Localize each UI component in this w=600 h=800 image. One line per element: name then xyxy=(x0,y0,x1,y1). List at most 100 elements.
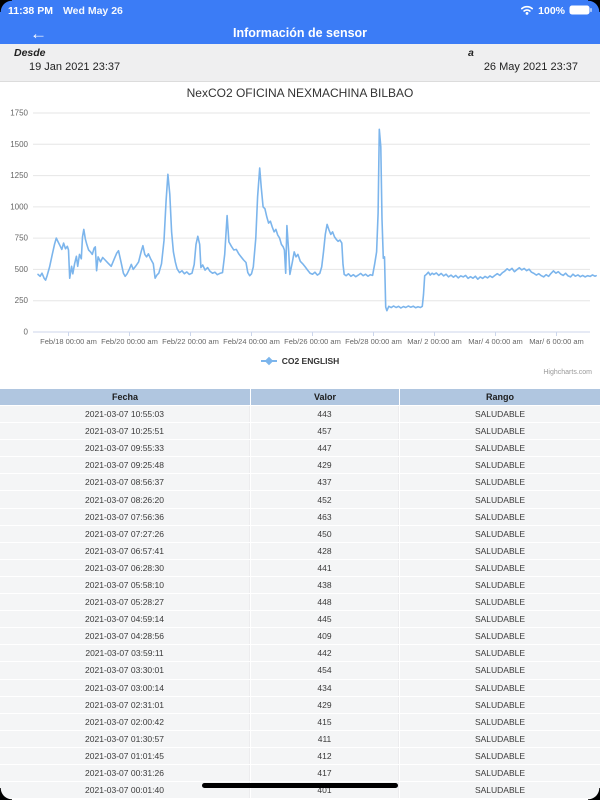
svg-text:Feb/18 00:00 am: Feb/18 00:00 am xyxy=(40,337,97,346)
cell-fecha: 2021-03-07 02:31:01 xyxy=(0,696,250,713)
cell-rango: SALUDABLE xyxy=(400,457,600,474)
cell-rango: SALUDABLE xyxy=(400,764,600,782)
svg-text:Feb/26 00:00 am: Feb/26 00:00 am xyxy=(284,337,341,346)
table-row: 2021-03-07 04:28:56 409 SALUDABLE xyxy=(0,628,600,645)
date-to-value[interactable]: 26 May 2021 23:37 xyxy=(483,61,578,73)
cell-rango: SALUDABLE xyxy=(400,576,600,594)
cell-valor: 417 xyxy=(251,764,399,782)
cell-rango: SALUDABLE xyxy=(400,594,600,611)
table-row: 2021-03-07 04:59:14 445 SALUDABLE xyxy=(0,611,600,628)
table-row: 2021-03-07 10:25:51 457 SALUDABLE xyxy=(0,423,600,440)
cell-valor: 447 xyxy=(251,440,399,457)
home-indicator[interactable] xyxy=(202,783,398,788)
cell-valor: 454 xyxy=(251,662,399,679)
table-row: 2021-03-07 03:30:01 454 SALUDABLE xyxy=(0,662,600,679)
cell-rango: SALUDABLE xyxy=(400,440,600,457)
cell-rango: SALUDABLE xyxy=(400,423,600,440)
table-row: 2021-03-07 06:28:30 441 SALUDABLE xyxy=(0,559,600,576)
screen-corner xyxy=(0,0,12,12)
status-date: Wed May 26 xyxy=(62,5,123,17)
legend-label: CO2 ENGLISH xyxy=(281,356,340,366)
date-to-field[interactable]: a 26 May 2021 23:37 xyxy=(468,47,578,73)
svg-text:750: 750 xyxy=(15,234,29,243)
cell-fecha: 2021-03-07 01:01:45 xyxy=(0,747,250,764)
table-row: 2021-03-07 09:25:48 429 SALUDABLE xyxy=(0,457,600,474)
date-from-value[interactable]: 19 Jan 2021 23:37 xyxy=(29,61,121,73)
cell-rango: SALUDABLE xyxy=(400,730,600,747)
table-row: 2021-03-07 02:00:42 415 SALUDABLE xyxy=(0,713,600,730)
date-to-label: a xyxy=(468,47,474,59)
cell-fecha: 2021-03-07 07:27:26 xyxy=(0,525,250,542)
svg-text:Feb/28 00:00 am: Feb/28 00:00 am xyxy=(345,337,402,346)
cell-valor: 450 xyxy=(251,525,399,542)
cell-valor: 429 xyxy=(251,696,399,713)
cell-rango: SALUDABLE xyxy=(400,747,600,764)
cell-fecha: 2021-03-07 08:26:20 xyxy=(0,491,250,508)
cell-fecha: 2021-03-07 00:31:26 xyxy=(0,764,250,782)
co2-line-chart-canvas: 0 250 500 750 1000 1250 1500 1750 Feb/18 00:00 a… xyxy=(10,109,597,346)
status-time: 11:38 PM xyxy=(8,5,53,17)
cell-valor: 411 xyxy=(251,730,399,747)
table-row: 2021-03-07 07:27:26 450 SALUDABLE xyxy=(0,525,600,542)
cell-fecha: 2021-03-07 03:00:14 xyxy=(0,679,250,696)
svg-text:1000: 1000 xyxy=(10,202,28,211)
date-from-field[interactable]: Desde 19 Jan 2021 23:37 xyxy=(14,47,120,73)
highcharts-credit[interactable]: Highcharts.com xyxy=(543,369,592,376)
cell-fecha: 2021-03-07 02:00:42 xyxy=(0,713,250,730)
cell-valor: 443 xyxy=(251,406,399,423)
cell-fecha: 2021-03-07 10:25:51 xyxy=(0,423,250,440)
cell-rango: SALUDABLE xyxy=(400,611,600,628)
cell-rango: SALUDABLE xyxy=(400,645,600,662)
svg-text:1500: 1500 xyxy=(10,140,28,149)
page-title: Información de sensor xyxy=(232,26,368,40)
cell-fecha: 2021-03-07 08:56:37 xyxy=(0,474,250,491)
wifi-icon xyxy=(520,2,534,20)
table-row: 2021-03-07 01:01:45 412 SALUDABLE xyxy=(0,747,600,764)
cell-rango: SALUDABLE xyxy=(400,525,600,542)
cell-rango: SALUDABLE xyxy=(400,782,600,799)
cell-rango: SALUDABLE xyxy=(400,474,600,491)
date-range-panel: Desde 19 Jan 2021 23:37 a 26 May 2021 23… xyxy=(0,44,600,82)
cell-fecha: 2021-03-07 05:28:27 xyxy=(0,594,250,611)
table-row: 2021-03-07 09:55:33 447 SALUDABLE xyxy=(0,440,600,457)
table-row: 2021-03-07 07:56:36 463 SALUDABLE xyxy=(0,508,600,525)
top-bar: 11:38 PM Wed May 26 100% xyxy=(0,0,600,44)
svg-text:1750: 1750 xyxy=(10,109,28,118)
cell-fecha: 2021-03-07 05:58:10 xyxy=(0,576,250,594)
co2-chart: 0 250 500 750 1000 1250 1500 1750 Feb/18 00:00 a… xyxy=(0,82,600,382)
cell-rango: SALUDABLE xyxy=(400,662,600,679)
column-header-rango: Rango xyxy=(400,389,600,405)
cell-fecha: 2021-03-07 01:30:57 xyxy=(0,730,250,747)
back-button[interactable]: ← xyxy=(30,22,47,44)
screen-corner xyxy=(588,788,600,800)
chart-title: NexCO2 OFICINA NEXMACHINA BILBAO xyxy=(186,86,414,100)
column-header-fecha: Fecha xyxy=(0,389,250,405)
cell-valor: 412 xyxy=(251,747,399,764)
cell-valor: 442 xyxy=(251,645,399,662)
cell-rango: SALUDABLE xyxy=(400,406,600,423)
date-from-label: Desde xyxy=(14,47,46,59)
svg-text:Feb/20 00:00 am: Feb/20 00:00 am xyxy=(101,337,158,346)
battery-percent: 100% xyxy=(538,5,565,17)
cell-fecha: 2021-03-07 00:01:40 xyxy=(0,782,250,799)
cell-valor: 428 xyxy=(251,542,399,559)
sensor-readings-table[interactable]: Fecha Valor Rango 2021-03-07 10:55:03 443… xyxy=(0,389,600,800)
line-series-marker-icon xyxy=(260,356,277,366)
cell-fecha: 2021-03-07 06:28:30 xyxy=(0,559,250,576)
table-row: 2021-03-07 03:00:14 434 SALUDABLE xyxy=(0,679,600,696)
legend-item-co2[interactable]: CO2 ENGLISH xyxy=(0,356,600,366)
cell-valor: 415 xyxy=(251,713,399,730)
cell-fecha: 2021-03-07 06:57:41 xyxy=(0,542,250,559)
table-body: 2021-03-07 10:55:03 443 SALUDABLE 2021-03-0… xyxy=(0,406,600,799)
cell-valor: 434 xyxy=(251,679,399,696)
status-right-cluster: 100% xyxy=(520,0,592,22)
cell-valor: 441 xyxy=(251,559,399,576)
table-row: 2021-03-07 08:56:37 437 SALUDABLE xyxy=(0,474,600,491)
cell-valor: 409 xyxy=(251,628,399,645)
cell-valor: 463 xyxy=(251,508,399,525)
cell-valor: 448 xyxy=(251,594,399,611)
svg-text:Feb/22 00:00 am: Feb/22 00:00 am xyxy=(162,337,219,346)
cell-rango: SALUDABLE xyxy=(400,713,600,730)
cell-fecha: 2021-03-07 07:56:36 xyxy=(0,508,250,525)
